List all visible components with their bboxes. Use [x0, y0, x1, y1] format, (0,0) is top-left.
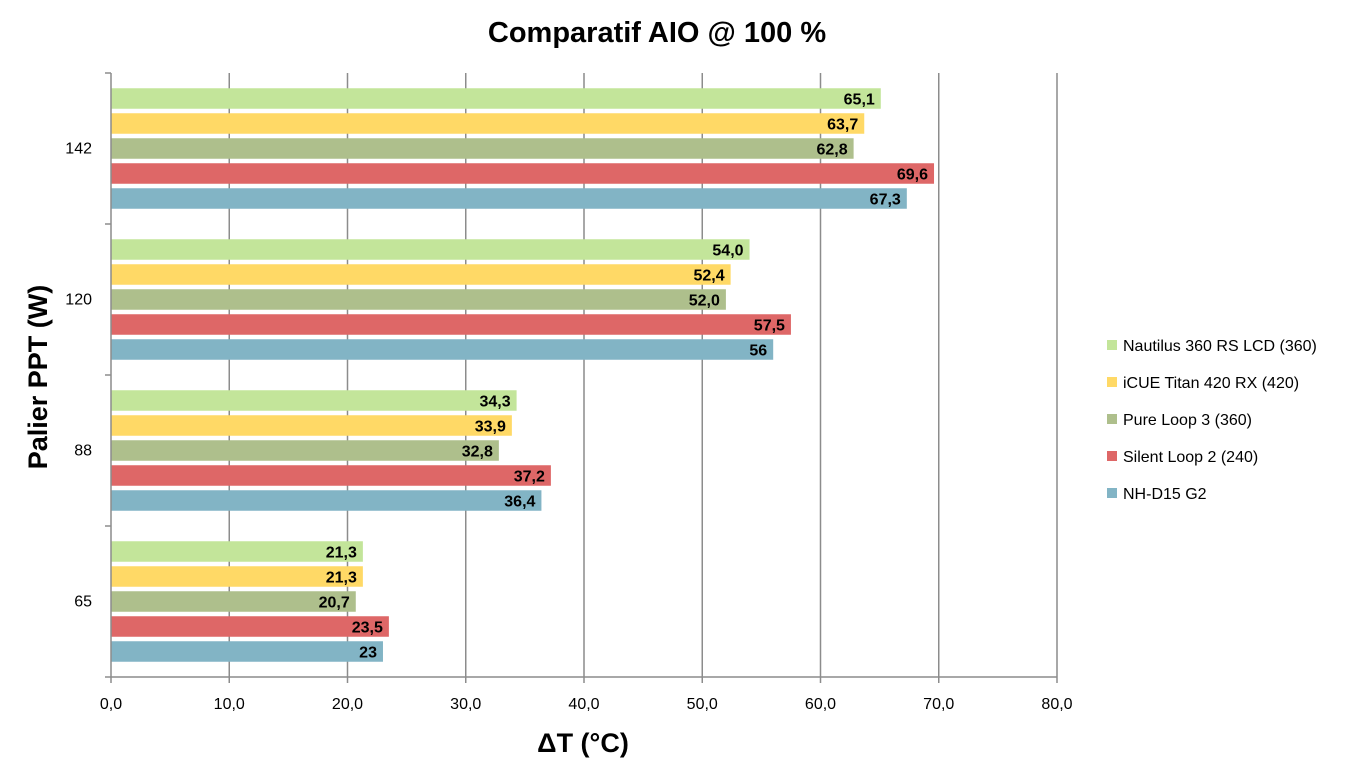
- legend-label: iCUE Titan 420 RX (420): [1123, 375, 1299, 392]
- data-label: 69,6: [897, 167, 928, 184]
- x-axis-title: ΔT (°C): [537, 728, 629, 758]
- bar: [111, 591, 356, 612]
- bar: [111, 566, 363, 587]
- bar: [111, 415, 512, 436]
- x-tick-label: 0,0: [100, 696, 122, 713]
- data-label: 32,8: [462, 444, 493, 461]
- bars: 65,1 63,7 62,8 69,6 67,3 54,0 52,4 52,0 57,5 56 34…: [111, 88, 935, 662]
- data-label: 56: [749, 343, 767, 360]
- y-tick-label: 120: [65, 292, 92, 309]
- data-label: 67,3: [870, 192, 901, 209]
- data-label: 52,0: [689, 293, 720, 310]
- legend-swatch: [1107, 340, 1117, 350]
- data-label: 54,0: [712, 243, 743, 260]
- legend-label: Silent Loop 2 (240): [1123, 449, 1258, 466]
- bar: [111, 616, 389, 637]
- data-label: 57,5: [754, 318, 785, 335]
- legend-swatch: [1107, 451, 1117, 461]
- legend-swatch: [1107, 377, 1117, 387]
- x-tick-label: 30,0: [450, 696, 481, 713]
- bar: [111, 390, 517, 411]
- data-label: 37,2: [514, 469, 545, 486]
- data-label: 63,7: [827, 117, 858, 134]
- bar: [111, 314, 791, 335]
- bar: [111, 289, 726, 310]
- bar: [111, 188, 907, 209]
- data-label: 36,4: [504, 494, 535, 511]
- legend-label: Pure Loop 3 (360): [1123, 412, 1252, 429]
- bar: [111, 264, 731, 285]
- data-label: 23: [359, 645, 377, 662]
- bar: [111, 465, 551, 486]
- bar: [111, 138, 854, 159]
- bar: [111, 339, 774, 360]
- data-label: 21,3: [326, 570, 357, 587]
- bar: [111, 440, 499, 461]
- legend-swatch: [1107, 414, 1117, 424]
- legend-label: Nautilus 360 RS LCD (360): [1123, 338, 1317, 355]
- bar: [111, 163, 935, 184]
- x-tick-label: 20,0: [332, 696, 363, 713]
- legend-label: NH-D15 G2: [1123, 486, 1207, 503]
- x-tick-label: 50,0: [687, 696, 718, 713]
- data-label: 62,8: [816, 142, 847, 159]
- data-label: 65,1: [844, 92, 875, 109]
- axes: 0,0 10,0 20,0 30,0 40,0 50,0 60,0 70,0 80,0 142 12…: [65, 72, 1073, 713]
- bar: [111, 88, 881, 109]
- bar: [111, 641, 383, 662]
- bar: [111, 113, 865, 134]
- data-label: 23,5: [352, 620, 383, 637]
- legend-swatch: [1107, 488, 1117, 498]
- y-tick-label: 88: [74, 443, 92, 460]
- bar: [111, 541, 363, 562]
- y-axis-title: Palier PPT (W): [23, 285, 53, 470]
- data-label: 21,3: [326, 545, 357, 562]
- x-tick-label: 60,0: [805, 696, 836, 713]
- x-tick-label: 80,0: [1041, 696, 1072, 713]
- data-label: 52,4: [693, 268, 724, 285]
- x-tick-label: 70,0: [923, 696, 954, 713]
- y-tick-label: 65: [74, 594, 92, 611]
- bar: [111, 490, 542, 511]
- x-tick-label: 10,0: [214, 696, 245, 713]
- y-tick-label: 142: [65, 141, 92, 158]
- x-tick-label: 40,0: [568, 696, 599, 713]
- data-label: 20,7: [319, 595, 350, 612]
- bar: [111, 239, 750, 260]
- data-label: 34,3: [479, 394, 510, 411]
- chart-title: Comparatif AIO @ 100 %: [488, 17, 826, 49]
- data-label: 33,9: [475, 419, 506, 436]
- legend: Nautilus 360 RS LCD (360) iCUE Titan 420 …: [1107, 338, 1317, 503]
